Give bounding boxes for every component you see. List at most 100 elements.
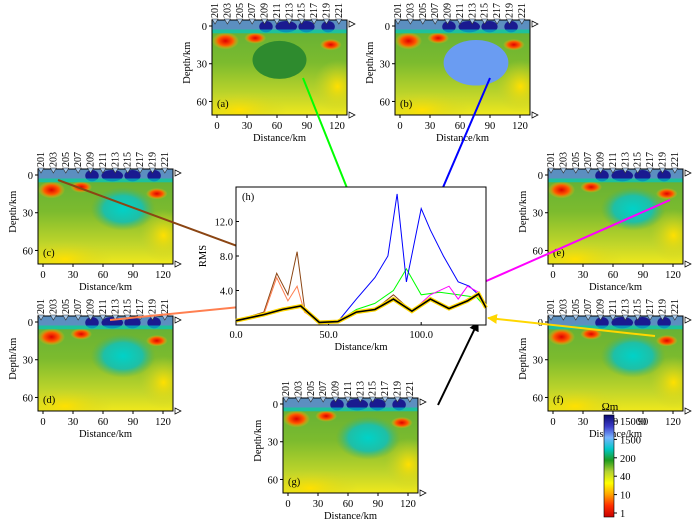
- colorbar-label: 200: [620, 454, 636, 465]
- depth-axis-label: Depth/km: [8, 338, 19, 380]
- distance-tick-label: 0: [40, 270, 45, 281]
- surface-teal-band: [548, 178, 683, 183]
- station-label: 217: [309, 3, 320, 18]
- station-marker: [111, 314, 119, 321]
- station-label: 217: [135, 152, 146, 167]
- station-marker: [310, 18, 318, 25]
- distance-axis-label: Distance/km: [79, 282, 132, 293]
- station-marker: [658, 167, 666, 174]
- station-label: 215: [368, 381, 379, 396]
- station-marker: [285, 18, 293, 25]
- distance-tick-label: 30: [425, 121, 436, 132]
- rms-chart: 0.0 50.0 100.0 4.0 8.0 12.0 Distance/km RMS (h): [198, 186, 488, 353]
- depth-axis-label: Depth/km: [182, 42, 193, 84]
- teal-conductor: [335, 416, 401, 460]
- station-label: 217: [380, 381, 391, 396]
- station-label: 211: [98, 152, 109, 167]
- shallow-red-conductor: [427, 32, 450, 44]
- depth-tick-label: 60: [533, 246, 544, 257]
- station-marker: [406, 396, 414, 403]
- series-line-g: [235, 292, 487, 324]
- distance-tick-label: 90: [302, 121, 313, 132]
- shallow-red-conductor: [244, 32, 266, 44]
- x-tick-label: 50.0: [319, 330, 337, 341]
- surface-resistor: [634, 316, 651, 329]
- station-marker: [572, 314, 580, 321]
- station-marker: [62, 167, 70, 174]
- surface-resistor: [346, 398, 369, 411]
- station-marker: [322, 18, 330, 25]
- depth-tick-label: 0: [538, 171, 543, 182]
- shallow-red-conductor: [391, 417, 413, 429]
- station-marker: [49, 167, 57, 174]
- station-label: 211: [272, 3, 283, 18]
- station-label: 221: [334, 3, 345, 18]
- y-tick-label: 12.0: [215, 218, 233, 229]
- station-label: 201: [546, 299, 557, 314]
- profile-end-arrow: [531, 20, 539, 28]
- station-marker: [559, 314, 567, 321]
- station-marker: [584, 167, 592, 174]
- teal-conductor: [90, 334, 156, 378]
- station-marker: [294, 396, 302, 403]
- station-marker: [273, 18, 281, 25]
- station-marker: [356, 396, 364, 403]
- station-label: 215: [633, 299, 644, 314]
- station-label: 215: [123, 152, 134, 167]
- depth-tick-label: 0: [202, 22, 207, 33]
- station-marker: [282, 396, 290, 403]
- station-marker: [468, 18, 476, 25]
- deep-yellow-bottom: [38, 240, 113, 264]
- station-label: 211: [98, 299, 109, 314]
- shallow-red-conductor: [395, 32, 422, 50]
- distance-end-arrow: [174, 260, 182, 268]
- distance-tick-label: 60: [272, 121, 283, 132]
- station-marker: [332, 396, 340, 403]
- chart-panel-letter: (h): [242, 192, 255, 203]
- station-marker: [87, 167, 95, 174]
- station-marker: [381, 396, 389, 403]
- station-label: 219: [657, 152, 668, 167]
- shallow-red-conductor: [38, 181, 65, 199]
- deep-yellow-bottom: [38, 387, 113, 411]
- station-marker: [211, 18, 219, 25]
- depth-tick-label: 30: [23, 209, 34, 220]
- station-label: 211: [343, 381, 354, 396]
- surface-resistor: [330, 398, 344, 411]
- depth-tick-label: 60: [23, 393, 34, 404]
- station-label: 201: [36, 152, 47, 167]
- station-label: 221: [670, 152, 681, 167]
- distance-axis-label: Distance/km: [589, 282, 642, 293]
- panel-letter: (b): [400, 99, 413, 110]
- station-marker: [559, 167, 567, 174]
- colorbar-strip: [603, 414, 615, 518]
- station-marker: [369, 396, 377, 403]
- depth-tick-label: 30: [197, 60, 208, 71]
- distance-tick-label: 30: [242, 121, 253, 132]
- shallow-red-conductor: [580, 181, 602, 193]
- station-marker: [547, 314, 555, 321]
- station-label: 211: [608, 299, 619, 314]
- distance-tick-label: 0: [397, 121, 402, 132]
- arrow-to-series-e: [474, 199, 671, 287]
- depth-tick-label: 30: [533, 356, 544, 367]
- station-marker: [609, 314, 617, 321]
- distance-tick-label: 60: [98, 270, 109, 281]
- panel-image: [38, 316, 173, 411]
- station-label: 207: [318, 381, 329, 396]
- station-marker: [444, 18, 452, 25]
- depth-axis-label: Depth/km: [8, 191, 19, 233]
- shallow-red-conductor: [656, 335, 678, 347]
- station-marker: [99, 167, 107, 174]
- profile-end-arrow: [174, 169, 182, 177]
- distance-tick-label: 90: [128, 417, 139, 428]
- depth-axis-label: Depth/km: [253, 420, 264, 462]
- station-marker: [344, 396, 352, 403]
- station-marker: [493, 18, 501, 25]
- station-marker: [99, 314, 107, 321]
- deep-yellow-right: [313, 59, 347, 114]
- station-label: 205: [61, 152, 72, 167]
- depth-tick-label: 60: [197, 97, 208, 108]
- depth-tick-label: 0: [385, 22, 390, 33]
